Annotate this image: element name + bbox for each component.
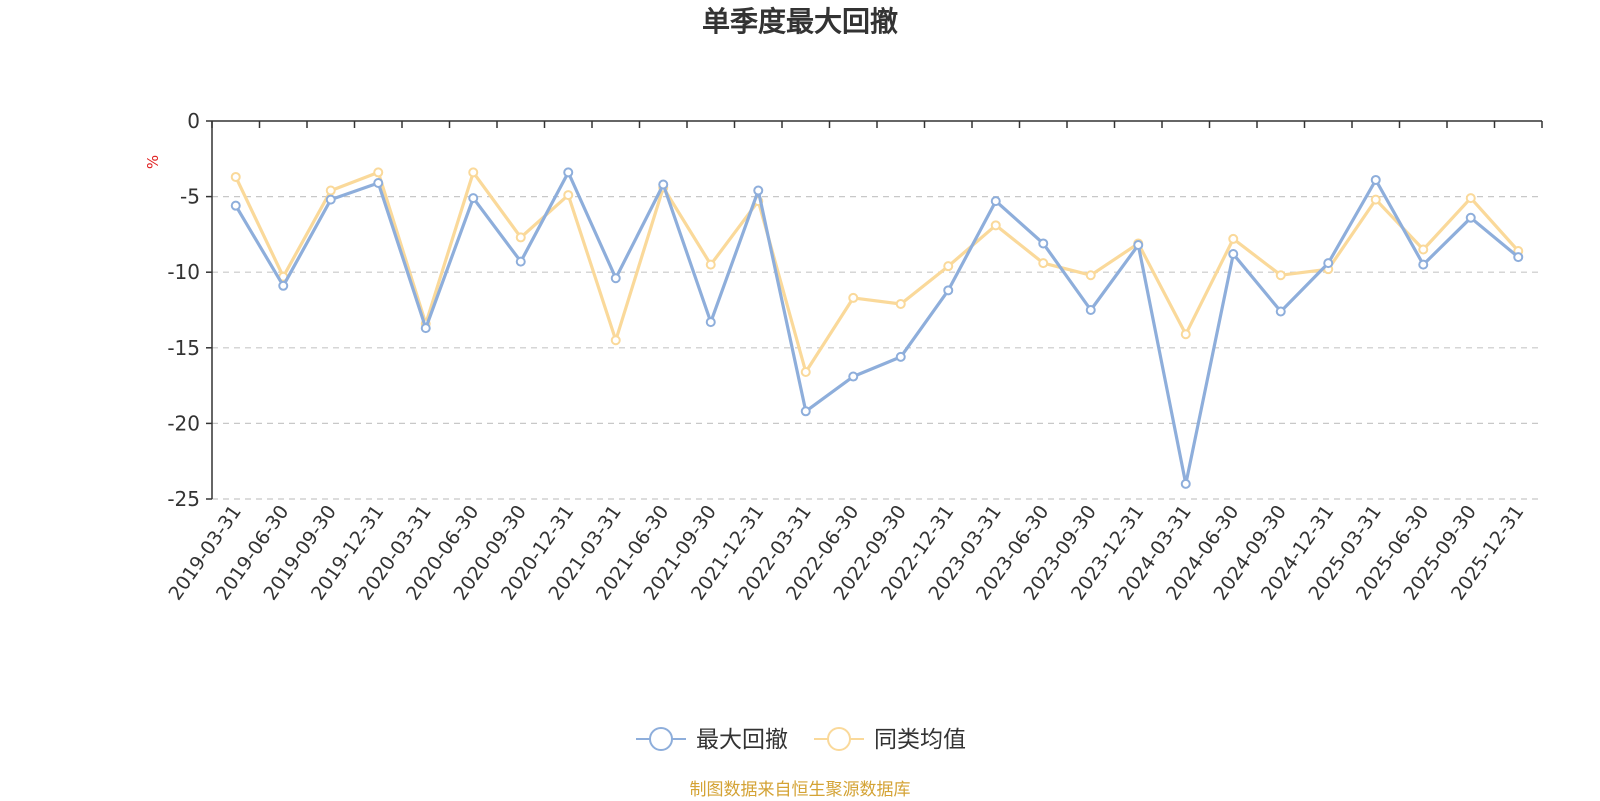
data-point bbox=[1228, 233, 1239, 244]
data-point bbox=[1323, 258, 1334, 269]
source-note: 制图数据来自恒生聚源数据库 bbox=[689, 780, 911, 800]
data-point bbox=[800, 406, 811, 417]
data-point bbox=[468, 193, 479, 204]
data-point bbox=[278, 280, 289, 291]
data-point bbox=[325, 185, 336, 196]
data-point bbox=[895, 298, 906, 309]
y-tick-label: -10 bbox=[167, 260, 200, 284]
data-point bbox=[1370, 174, 1381, 185]
chart-title: 单季度最大回撤 bbox=[701, 5, 898, 38]
data-point bbox=[515, 232, 526, 243]
data-point bbox=[1180, 329, 1191, 340]
data-point bbox=[848, 371, 859, 382]
grid-layer bbox=[212, 196, 1542, 500]
data-point bbox=[943, 261, 954, 272]
data-point bbox=[325, 194, 336, 205]
legend-marker bbox=[827, 727, 851, 751]
legend-label: 最大回撤 bbox=[696, 727, 788, 753]
series-line-max-drawdown bbox=[234, 170, 1520, 486]
data-point bbox=[610, 335, 621, 346]
data-point bbox=[1228, 249, 1239, 260]
data-point bbox=[230, 171, 241, 182]
y-tick-label: -5 bbox=[180, 185, 200, 209]
data-point bbox=[943, 285, 954, 296]
data-point bbox=[1418, 259, 1429, 270]
data-point bbox=[1465, 193, 1476, 204]
data-point bbox=[895, 351, 906, 362]
data-point bbox=[1085, 305, 1096, 315]
data-point bbox=[230, 200, 241, 211]
data-point bbox=[1085, 270, 1096, 281]
legend[interactable]: 最大回撤 同类均值 bbox=[636, 727, 966, 753]
series-layer bbox=[230, 167, 1524, 489]
data-point bbox=[1418, 244, 1429, 255]
y-tick-label: -15 bbox=[167, 336, 200, 360]
data-point bbox=[990, 196, 1001, 207]
data-point bbox=[705, 259, 716, 270]
data-point bbox=[990, 220, 1001, 231]
y-tick-label: 0 bbox=[187, 109, 200, 133]
data-point bbox=[1370, 194, 1381, 205]
data-point bbox=[1465, 212, 1476, 223]
legend-item-peer-average[interactable]: 同类均值 bbox=[814, 727, 966, 753]
data-point bbox=[848, 292, 859, 303]
data-point bbox=[515, 256, 526, 267]
y-tick-label: -20 bbox=[167, 411, 200, 435]
legend-item-max-drawdown[interactable]: 最大回撤 bbox=[636, 727, 788, 753]
data-point bbox=[800, 366, 811, 377]
data-point bbox=[373, 167, 384, 178]
data-point bbox=[610, 273, 621, 284]
data-point bbox=[658, 179, 669, 190]
data-point bbox=[563, 190, 574, 201]
data-point bbox=[705, 317, 716, 328]
series-line-peer-average bbox=[234, 170, 1520, 374]
legend-label: 同类均值 bbox=[874, 727, 966, 753]
data-point bbox=[1038, 238, 1049, 249]
data-point bbox=[563, 167, 574, 178]
data-point bbox=[1513, 252, 1524, 263]
y-axis-label: % bbox=[144, 155, 162, 169]
data-point bbox=[420, 323, 431, 334]
legend-marker bbox=[649, 727, 673, 751]
y-tick-label: -25 bbox=[167, 487, 200, 511]
data-point bbox=[373, 177, 384, 188]
data-point bbox=[753, 185, 764, 196]
data-point bbox=[1038, 258, 1049, 269]
data-point bbox=[468, 167, 479, 178]
data-point bbox=[1180, 478, 1191, 489]
data-point bbox=[1275, 270, 1286, 281]
data-point bbox=[1275, 306, 1286, 317]
data-point bbox=[1133, 239, 1144, 250]
